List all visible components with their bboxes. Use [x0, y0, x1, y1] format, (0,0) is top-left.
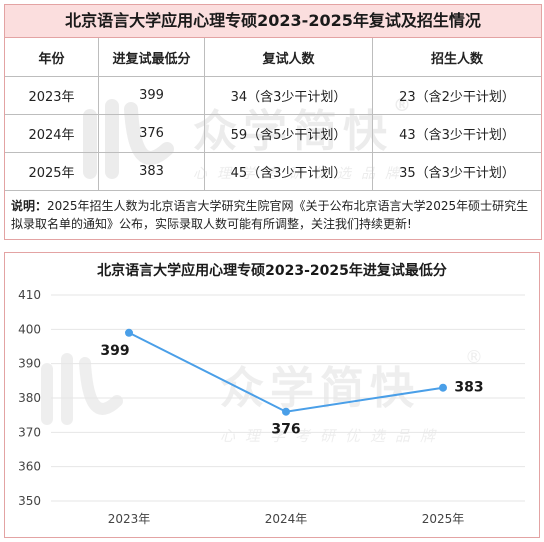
- cell-enroll-count: 23（含2少干计划）: [399, 90, 515, 105]
- data-point: [125, 328, 133, 337]
- chart-title: 北京语言大学应用心理专硕2023-2025年进复试最低分: [97, 262, 447, 279]
- x-tick-label: 2024年: [265, 512, 308, 526]
- cell-enroll-count: 43（含3少干计划）: [399, 128, 515, 143]
- table-note: 说明：2025年招生人数为北京语言大学研究生院官网《关于公布北京语言大学2025…: [5, 191, 541, 239]
- cell-retest-count: 45（含3少干计划）: [205, 153, 373, 190]
- data-label: 383: [454, 380, 483, 396]
- admission-table: 北京语言大学应用心理专硕2023-2025年复试及招生情况 年份 进复试最低分 …: [4, 4, 542, 240]
- y-tick-label: 360: [18, 460, 41, 474]
- cell-enroll-count: 35（含3少干计划）: [399, 166, 515, 181]
- min-score-chart: 众学简快 ® 心理学考研优选品牌 北京语言大学应用心理专硕2023-2025年进…: [4, 252, 540, 538]
- cell-min-score: 376: [99, 115, 205, 152]
- note-text: 2025年招生人数为北京语言大学研究生院官网《关于公布北京语言大学2025年硕士…: [11, 199, 529, 231]
- cell-min-score: 399: [99, 77, 205, 114]
- table-row: 2023年 399 34（含3少干计划） 23（含2少干计划）: [5, 77, 541, 115]
- data-point: [282, 407, 290, 416]
- cell-retest-count: 59（含5少干计划）: [205, 115, 373, 152]
- data-point: [439, 383, 447, 392]
- table-header-row: 年份 进复试最低分 复试人数 招生人数: [5, 38, 541, 77]
- chart-watermark-brand: 众学简快: [220, 363, 420, 414]
- header-enroll-count: 招生人数: [430, 51, 483, 67]
- header-year: 年份: [5, 38, 99, 76]
- cell-year: 2023年: [5, 77, 99, 114]
- x-tick-label: 2025年: [422, 512, 465, 526]
- line-chart: 众学简快 ® 心理学考研优选品牌 北京语言大学应用心理专硕2023-2025年进…: [18, 262, 525, 526]
- y-tick-label: 370: [18, 425, 41, 439]
- header-min-score: 进复试最低分: [99, 38, 205, 76]
- note-label: 说明：: [11, 199, 48, 213]
- y-tick-label: 390: [18, 357, 41, 371]
- table-row: 2024年 376 59（含5少干计划） 43（含3少干计划）: [5, 115, 541, 153]
- data-label: 399: [100, 343, 129, 359]
- table-row: 2025年 383 45（含3少干计划） 35（含3少干计划）: [5, 153, 541, 191]
- cell-min-score: 383: [99, 153, 205, 190]
- y-tick-label: 380: [18, 391, 41, 405]
- data-label: 376: [271, 422, 300, 438]
- cell-year: 2025年: [5, 153, 99, 190]
- y-tick-label: 410: [18, 288, 41, 302]
- chart-watermark: 众学简快 ® 心理学考研优选品牌: [41, 347, 483, 445]
- chart-watermark-reg: ®: [465, 347, 483, 368]
- cell-year: 2024年: [5, 115, 99, 152]
- chart-watermark-slogan: 心理学考研优选品牌: [220, 427, 445, 445]
- y-tick-label: 350: [18, 494, 41, 508]
- y-tick-label: 400: [18, 322, 41, 336]
- table-title: 北京语言大学应用心理专硕2023-2025年复试及招生情况: [5, 5, 541, 38]
- cell-retest-count: 34（含3少干计划）: [205, 77, 373, 114]
- x-tick-label: 2023年: [108, 512, 151, 526]
- header-retest-count: 复试人数: [205, 38, 373, 76]
